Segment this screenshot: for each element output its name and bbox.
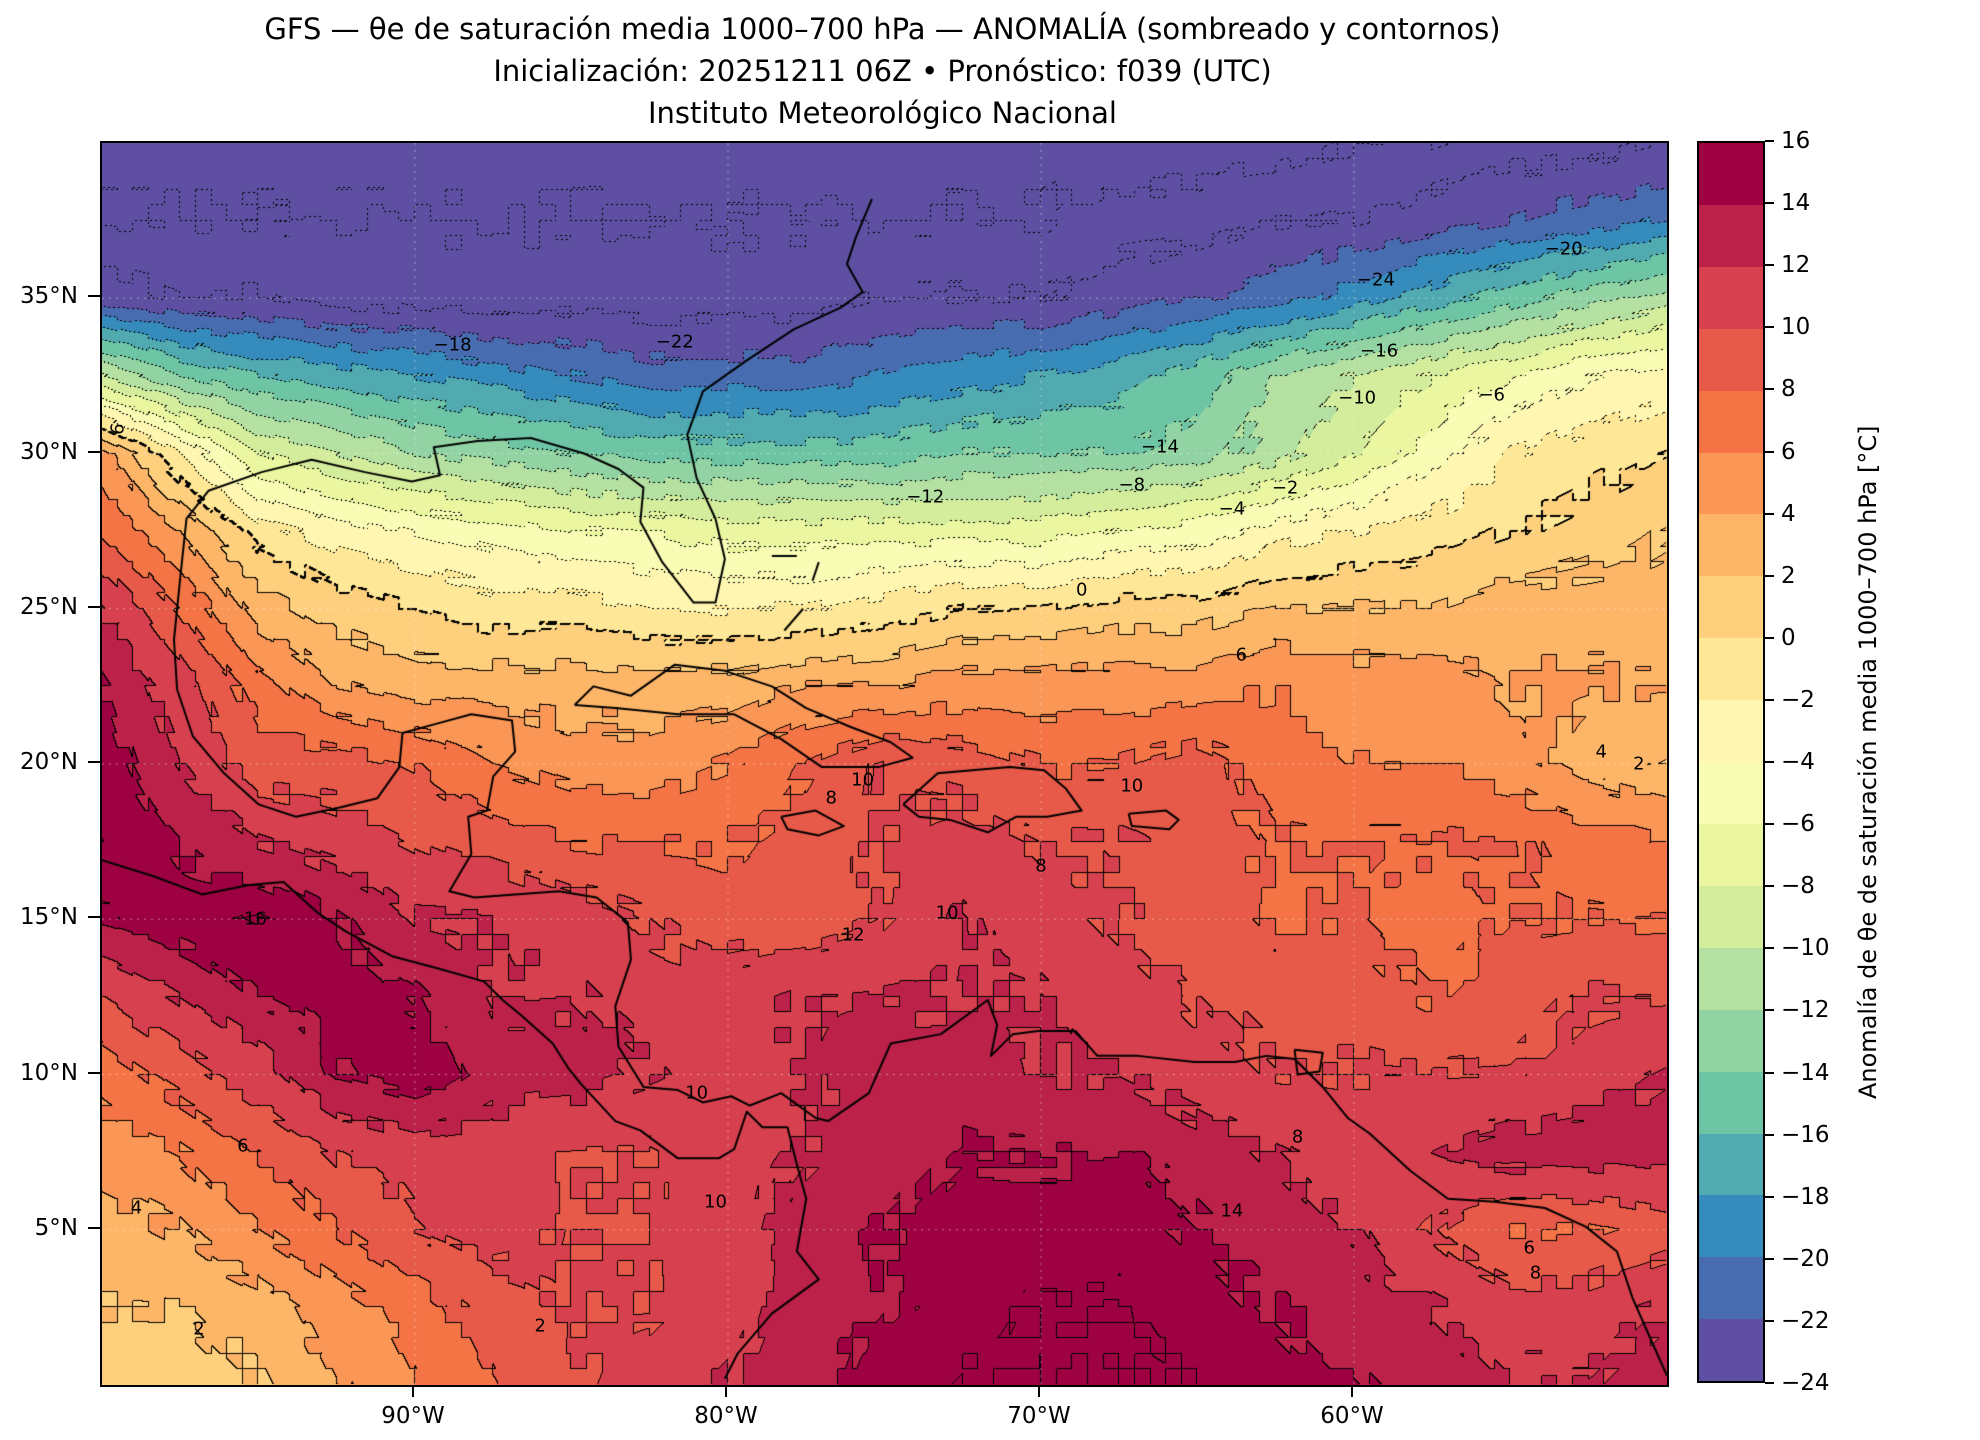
x-tick-mark bbox=[1038, 1385, 1040, 1397]
colorbar-cell bbox=[1699, 762, 1763, 824]
x-tick-label: 70°W bbox=[1007, 1403, 1071, 1429]
colorbar-tick-label: 12 bbox=[1781, 252, 1811, 279]
colorbar-cell bbox=[1699, 1319, 1763, 1382]
colorbar-tick-mark bbox=[1765, 140, 1774, 142]
colorbar-tick-label: 4 bbox=[1781, 500, 1796, 527]
colorbar-cell bbox=[1699, 1133, 1763, 1196]
map-plot-area: −24 −22 −20 −18 −16 −14 −12 −10 −8 −6 −4 −2 0 6 6 4 2 10 8… bbox=[100, 141, 1669, 1387]
colorbar-cell bbox=[1699, 514, 1763, 577]
colorbar-tick-label: 16 bbox=[1781, 128, 1811, 154]
colorbar-tick-label: −12 bbox=[1781, 997, 1830, 1024]
colorbar-tick-mark bbox=[1765, 885, 1774, 888]
y-tick-label: 20°N bbox=[20, 749, 78, 775]
chart-subtitle: Inicialización: 20251211 06Z • Pronóstic… bbox=[493, 54, 1272, 88]
y-tick-label: 35°N bbox=[20, 283, 78, 310]
colorbar-tick-mark bbox=[1765, 202, 1774, 205]
colorbar-tick-label: −22 bbox=[1781, 1307, 1830, 1334]
y-tick-mark bbox=[88, 1226, 100, 1229]
colorbar-tick-mark bbox=[1765, 1382, 1774, 1384]
colorbar-cell bbox=[1699, 328, 1763, 391]
colorbar-cell bbox=[1699, 1195, 1763, 1258]
y-tick-mark bbox=[88, 761, 100, 763]
colorbar-tick-mark bbox=[1765, 1319, 1774, 1322]
anomaly-map-canvas bbox=[102, 143, 1667, 1385]
longitude-axis: 90°W 80°W 70°W 60°W bbox=[100, 1385, 1665, 1440]
colorbar-cell bbox=[1699, 700, 1763, 763]
colorbar-tick-label: −10 bbox=[1781, 935, 1830, 962]
colorbar-cell bbox=[1699, 823, 1763, 886]
colorbar-tick-mark bbox=[1765, 574, 1774, 577]
colorbar-tick-label: −20 bbox=[1781, 1245, 1830, 1272]
colorbar-cell bbox=[1699, 1071, 1763, 1134]
colorbar-cell bbox=[1699, 204, 1763, 267]
colorbar-tick-mark bbox=[1765, 1195, 1774, 1198]
colorbar-cell bbox=[1699, 947, 1763, 1010]
colorbar-tick-label: 2 bbox=[1781, 562, 1796, 589]
colorbar-tick-label: −4 bbox=[1781, 749, 1815, 775]
colorbar-tick-mark bbox=[1765, 636, 1774, 639]
colorbar-cell bbox=[1699, 1257, 1763, 1320]
x-tick-label: 90°W bbox=[381, 1403, 445, 1429]
colorbar-tick-mark bbox=[1765, 1257, 1774, 1260]
colorbar-tick-label: −14 bbox=[1781, 1059, 1830, 1086]
latitude-axis: 35°N 30°N 25°N 20°N 15°N 10°N 5°N bbox=[0, 141, 100, 1383]
x-tick-mark bbox=[725, 1385, 727, 1397]
colorbar-tick-mark bbox=[1765, 388, 1774, 391]
colorbar-tick-label: −24 bbox=[1781, 1370, 1830, 1396]
colorbar-tick-mark bbox=[1765, 1133, 1774, 1136]
colorbar-tick-mark bbox=[1765, 823, 1774, 826]
colorbar-tick-label: −2 bbox=[1781, 686, 1815, 713]
colorbar-tick-mark bbox=[1765, 512, 1774, 515]
colorbar-tick-label: −18 bbox=[1781, 1183, 1830, 1210]
y-tick-label: 30°N bbox=[20, 438, 78, 465]
colorbar-tick-label: 0 bbox=[1781, 624, 1796, 651]
colorbar-tick-mark bbox=[1765, 947, 1774, 950]
y-tick-mark bbox=[88, 605, 100, 608]
colorbar-tick-mark bbox=[1765, 761, 1774, 763]
x-tick-mark bbox=[1351, 1385, 1353, 1397]
colorbar-cell bbox=[1699, 638, 1763, 701]
y-tick-mark bbox=[88, 916, 100, 919]
colorbar-cell bbox=[1699, 452, 1763, 515]
colorbar-tick-mark bbox=[1765, 326, 1774, 329]
y-tick-label: 10°N bbox=[20, 1059, 78, 1086]
colorbar-tick-label: 14 bbox=[1781, 190, 1811, 217]
x-tick-mark bbox=[412, 1385, 414, 1397]
chart-title: GFS — θe de saturación media 1000–700 hP… bbox=[264, 12, 1501, 46]
colorbar-cell bbox=[1699, 390, 1763, 453]
chart-titles: GFS — θe de saturación media 1000–700 hP… bbox=[100, 8, 1665, 134]
x-tick-label: 80°W bbox=[694, 1403, 758, 1429]
y-tick-label: 15°N bbox=[20, 904, 78, 931]
colorbar-label: Anomalía de θe de saturación media 1000–… bbox=[1854, 425, 1882, 1099]
colorbar-tick-mark bbox=[1765, 1071, 1774, 1074]
colorbar-cell bbox=[1699, 266, 1763, 329]
colorbar-tick-label: 10 bbox=[1781, 314, 1811, 341]
colorbar-ticks: 16 14 12 10 8 6 4 2 0 −2 −4 −6 −8 −10 −12 −14 −16 −18 −20 −… bbox=[1765, 128, 1885, 1396]
colorbar-tick-label: −6 bbox=[1781, 811, 1815, 838]
y-tick-mark bbox=[88, 450, 100, 453]
colorbar-tick-mark bbox=[1765, 264, 1774, 267]
colorbar-cell bbox=[1699, 143, 1763, 205]
y-tick-label: 5°N bbox=[34, 1214, 78, 1241]
colorbar-tick-label: 8 bbox=[1781, 376, 1796, 403]
chart-institution: Instituto Meteorológico Nacional bbox=[648, 96, 1117, 130]
colorbar-tick-mark bbox=[1765, 698, 1774, 701]
colorbar-tick-label: 6 bbox=[1781, 438, 1796, 465]
colorbar-cell bbox=[1699, 885, 1763, 948]
y-tick-mark bbox=[88, 1071, 100, 1074]
colorbar bbox=[1697, 141, 1765, 1383]
colorbar-tick-label: −16 bbox=[1781, 1121, 1830, 1148]
colorbar-cell bbox=[1699, 576, 1763, 639]
colorbar-tick-mark bbox=[1765, 450, 1774, 453]
colorbar-cell bbox=[1699, 1009, 1763, 1072]
y-tick-mark bbox=[88, 295, 100, 298]
x-tick-label: 60°W bbox=[1320, 1403, 1384, 1429]
colorbar-tick-label: −8 bbox=[1781, 873, 1815, 900]
colorbar-tick-mark bbox=[1765, 1009, 1774, 1012]
y-tick-label: 25°N bbox=[20, 593, 78, 620]
